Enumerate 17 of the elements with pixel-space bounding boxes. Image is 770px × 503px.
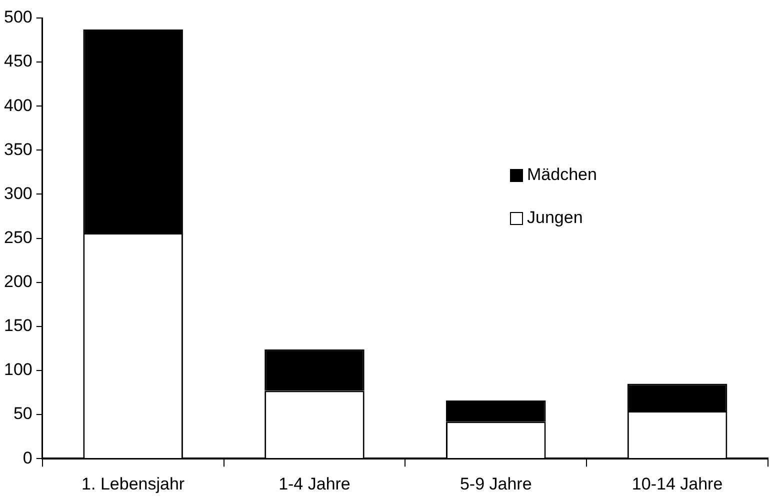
y-tick-label: 100 <box>4 360 32 380</box>
x-tick-label: 1-4 Jahre <box>278 474 350 494</box>
x-tick-label: 5-9 Jahre <box>460 474 532 494</box>
legend-label: Jungen <box>527 208 583 228</box>
y-tick-label: 500 <box>4 8 32 27</box>
y-tick-label: 400 <box>4 96 32 115</box>
x-tick-label: 1. Lebensjahr <box>82 474 185 494</box>
y-tick-label: 450 <box>4 52 32 71</box>
y-tick-label: 250 <box>4 228 32 247</box>
y-tick-label: 150 <box>4 316 32 336</box>
legend-label: Mädchen <box>527 165 597 185</box>
y-tick-label: 300 <box>4 184 32 203</box>
x-tick-label: 10-14 Jahre <box>632 474 723 494</box>
y-tick-label: 50 <box>13 404 32 424</box>
y-tick-label: 200 <box>4 272 32 292</box>
y-tick-label: 0 <box>22 448 32 468</box>
y-tick-label: 350 <box>4 140 32 159</box>
